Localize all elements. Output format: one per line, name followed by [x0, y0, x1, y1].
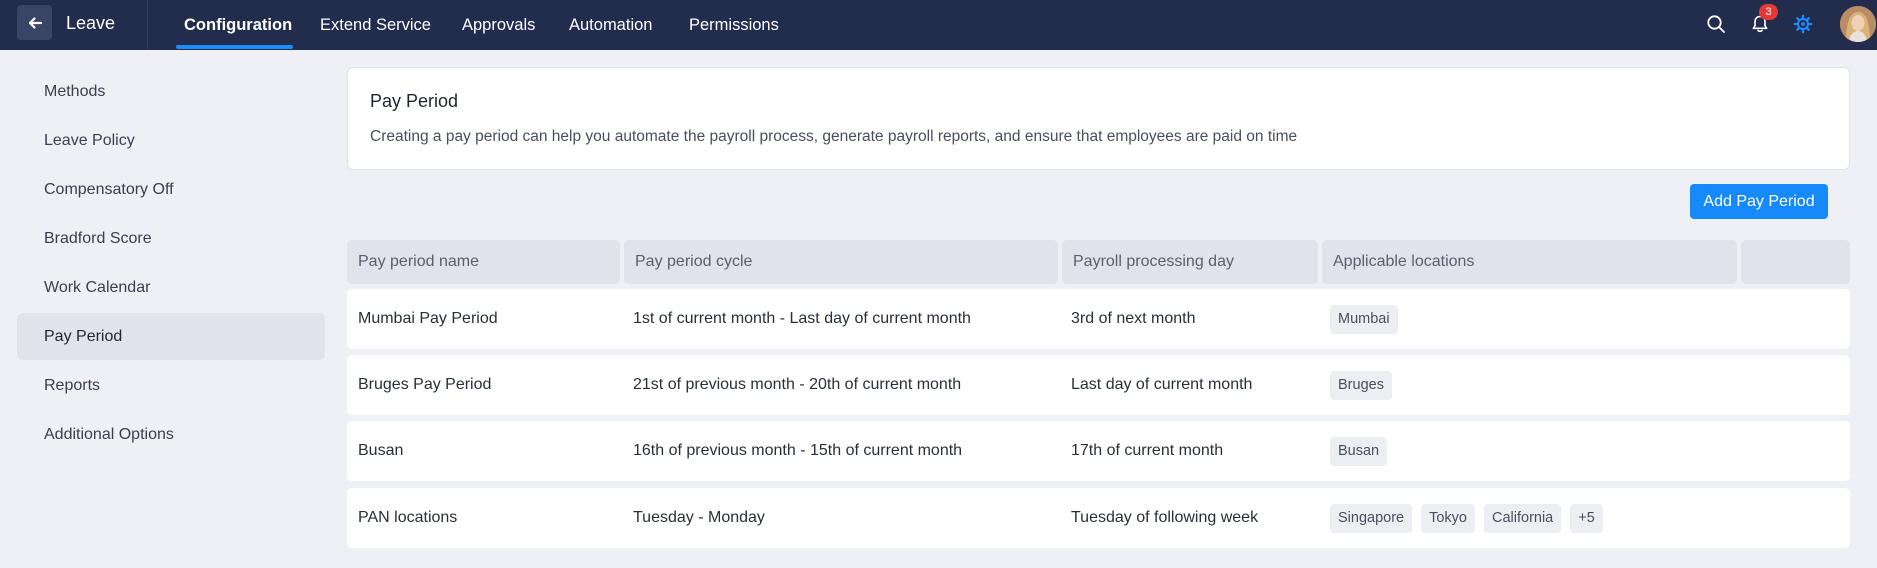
arrow-left-icon	[28, 16, 42, 29]
location-chip: Tokyo	[1421, 503, 1475, 533]
settings-button[interactable]	[1790, 11, 1816, 37]
sidebar-item-methods[interactable]: Methods	[44, 82, 106, 100]
search-button[interactable]	[1703, 11, 1729, 37]
add-pay-period-button[interactable]: Add Pay Period	[1690, 184, 1828, 219]
column-header-actions	[1741, 240, 1850, 284]
sidebar-item-work-calendar[interactable]: Work Calendar	[44, 278, 151, 296]
sidebar-item-pay-period[interactable]: Pay Period	[17, 313, 325, 360]
pay-period-info-card: Pay Period Creating a pay period can hel…	[347, 67, 1850, 170]
row-locations: Busan	[1330, 421, 1388, 481]
row-cycle: 16th of previous month - 15th of current…	[633, 442, 963, 459]
column-header-name: Pay period name	[347, 240, 620, 284]
row-processing-day: Tuesday of following week	[1071, 509, 1259, 526]
row-cycle: 1st of current month - Last day of curre…	[633, 310, 971, 327]
tab-permissions[interactable]: Permissions	[689, 15, 779, 34]
row-cycle: Tuesday - Monday	[633, 509, 765, 526]
row-locations: Bruges	[1330, 355, 1392, 415]
settings-sidebar: Methods Leave Policy Compensatory Off Br…	[0, 50, 340, 568]
row-processing-day: Last day of current month	[1071, 376, 1253, 393]
row-name: Busan	[358, 442, 404, 459]
row-name: Bruges Pay Period	[358, 376, 492, 393]
tab-approvals[interactable]: Approvals	[462, 15, 536, 34]
row-name: PAN locations	[358, 509, 458, 526]
notification-count-badge: 3	[1759, 4, 1778, 20]
table-row[interactable]: PAN locations Tuesday - Monday Tuesday o…	[347, 488, 1850, 548]
search-icon	[1707, 15, 1725, 33]
sidebar-item-compensatory-off[interactable]: Compensatory Off	[44, 180, 174, 198]
table-row[interactable]: Mumbai Pay Period 1st of current month -…	[347, 289, 1850, 349]
sidebar-item-reports[interactable]: Reports	[44, 376, 101, 394]
nav-divider	[147, 0, 148, 50]
more-locations-chip[interactable]: +5	[1570, 503, 1603, 533]
back-button[interactable]	[17, 5, 52, 40]
column-header-cycle: Pay period cycle	[624, 240, 1058, 284]
location-chip: Singapore	[1330, 503, 1413, 533]
location-chip: Busan	[1330, 436, 1388, 466]
avatar[interactable]	[1840, 6, 1876, 42]
sidebar-item-bradford-score[interactable]: Bradford Score	[44, 229, 152, 247]
sidebar-item-additional-options[interactable]: Additional Options	[44, 425, 174, 443]
tab-extend-service[interactable]: Extend Service	[320, 15, 431, 34]
row-name: Mumbai Pay Period	[358, 310, 498, 327]
tab-configuration[interactable]: Configuration	[184, 15, 293, 34]
row-locations: Singapore Tokyo California +5	[1330, 488, 1603, 548]
location-chip: Mumbai	[1330, 304, 1398, 334]
row-locations: Mumbai	[1330, 289, 1398, 349]
gear-icon	[1793, 14, 1813, 34]
sidebar-item-leave-policy[interactable]: Leave Policy	[44, 131, 135, 149]
top-navigation-bar: Leave Configuration Extend Service Appro…	[0, 0, 1877, 50]
row-processing-day: 3rd of next month	[1071, 310, 1196, 327]
column-header-processing-day: Payroll processing day	[1062, 240, 1318, 284]
active-tab-indicator	[176, 45, 293, 49]
location-chip: Bruges	[1330, 370, 1392, 400]
table-row[interactable]: Busan 16th of previous month - 15th of c…	[347, 421, 1850, 481]
page-title: Pay Period	[370, 91, 459, 111]
app-title: Leave	[66, 13, 116, 33]
location-chip: California	[1484, 503, 1562, 533]
row-processing-day: 17th of current month	[1071, 442, 1224, 459]
tab-automation[interactable]: Automation	[569, 15, 653, 34]
user-avatar-image	[1840, 6, 1876, 42]
page-description: Creating a pay period can help you autom…	[370, 128, 1298, 145]
table-row[interactable]: Bruges Pay Period 21st of previous month…	[347, 355, 1850, 415]
column-header-locations: Applicable locations	[1322, 240, 1737, 284]
row-cycle: 21st of previous month - 20th of current…	[633, 376, 962, 393]
